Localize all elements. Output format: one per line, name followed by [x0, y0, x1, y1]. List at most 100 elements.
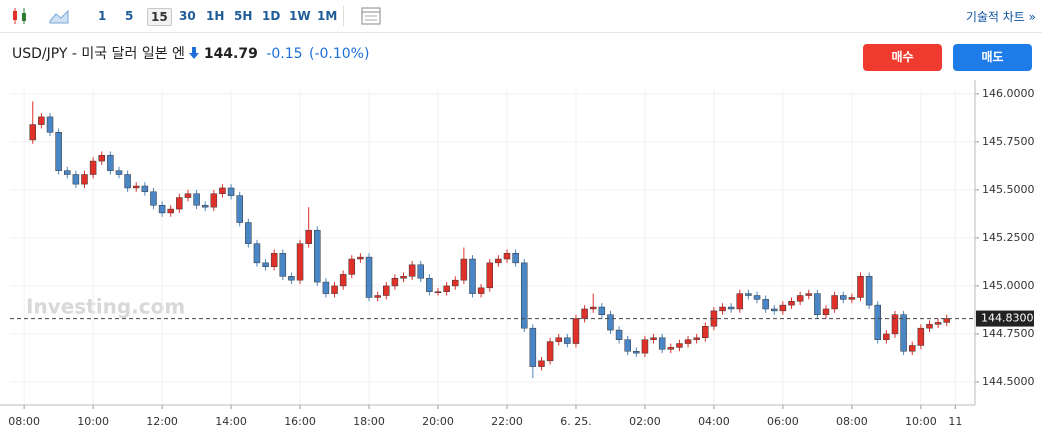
- candle-body: [900, 314, 907, 352]
- candle-body: [288, 276, 295, 281]
- candle-body: [141, 185, 149, 193]
- candle-body: [270, 253, 278, 267]
- candle-body: [641, 339, 649, 354]
- candle-body: [598, 306, 606, 315]
- candle-body: [572, 318, 580, 344]
- candle-body: [46, 116, 54, 133]
- candle-body: [546, 341, 554, 362]
- candle-body: [124, 174, 131, 189]
- candle-body: [495, 258, 502, 264]
- y-tick-label: 144.7500: [982, 327, 1035, 340]
- candle-body: [934, 322, 942, 325]
- change-pct: (-0.10%): [309, 46, 370, 62]
- interval-button[interactable]: 1W: [289, 9, 311, 23]
- buy-button[interactable]: 매수: [863, 44, 942, 71]
- candle-body: [865, 276, 873, 306]
- interval-button[interactable]: 5H: [234, 9, 253, 23]
- candle-body: [477, 287, 485, 294]
- separator: [343, 6, 344, 26]
- candle-body: [469, 258, 476, 294]
- candle-body: [55, 132, 62, 171]
- candle-body: [624, 339, 631, 352]
- candle-body: [331, 285, 338, 294]
- candle-body: [727, 306, 735, 310]
- candle-body: [503, 253, 511, 260]
- candle-body: [365, 256, 373, 298]
- candle-body: [210, 193, 218, 208]
- x-tick-label: 22:00: [491, 415, 523, 428]
- candle-body: [374, 295, 381, 298]
- candle-body: [615, 329, 623, 340]
- sell-button[interactable]: 매도: [953, 44, 1032, 71]
- settings-icon[interactable]: [361, 7, 381, 25]
- y-tick-label: 145.2500: [982, 231, 1035, 244]
- candle-body: [736, 293, 744, 310]
- area-icon[interactable]: [48, 6, 70, 26]
- candle-body: [745, 293, 752, 296]
- change: -0.15: [266, 46, 303, 62]
- candle-body: [840, 295, 847, 300]
- candle-body: [693, 337, 700, 340]
- candle-body: [227, 187, 235, 196]
- candle-body: [607, 314, 614, 331]
- y-tick-label: 145.7500: [982, 135, 1035, 148]
- candle-body: [98, 155, 105, 162]
- candle-body: [262, 262, 269, 267]
- candle-body: [857, 276, 864, 298]
- interval-button[interactable]: 1H: [206, 9, 225, 23]
- candle-body: [348, 258, 356, 275]
- candle-body: [831, 295, 838, 310]
- price: 144.79: [203, 46, 258, 62]
- candle-body: [38, 116, 45, 125]
- candle-body: [564, 337, 571, 344]
- candle-body: [81, 174, 88, 185]
- candle-body: [788, 301, 795, 306]
- candle-body: [512, 253, 519, 264]
- candle-body: [908, 345, 916, 352]
- tech-chart-link[interactable]: 기술적 차트 »: [965, 10, 1036, 24]
- last-price-label: 144.8300: [981, 312, 1034, 325]
- candle-body: [305, 229, 312, 244]
- candle-body: [236, 195, 243, 223]
- x-tick-label: 04:00: [698, 415, 730, 428]
- candle-body: [555, 337, 562, 342]
- candle-body: [684, 339, 692, 344]
- candle-body: [589, 306, 597, 310]
- watermark: Investing.com: [26, 295, 185, 319]
- candle-body: [702, 326, 709, 339]
- interval-button[interactable]: 15: [147, 8, 172, 26]
- candle-body: [633, 350, 640, 354]
- candle-body: [891, 314, 899, 335]
- candle-body: [796, 295, 804, 302]
- interval-button[interactable]: 5: [125, 9, 134, 23]
- candle-body: [314, 229, 321, 283]
- candle-body: [917, 327, 925, 346]
- interval-button[interactable]: 30: [179, 9, 196, 23]
- interval-button[interactable]: 1D: [262, 9, 281, 23]
- y-tick-label: 146.0000: [982, 87, 1035, 100]
- x-tick-label: 10:00: [77, 415, 109, 428]
- y-tick-label: 145.0000: [982, 279, 1035, 292]
- candle-body: [667, 347, 675, 350]
- candle-body: [107, 155, 114, 171]
- candle-body: [676, 343, 683, 348]
- candle-body: [460, 258, 468, 281]
- candle-body: [883, 333, 890, 340]
- candle-icon[interactable]: [10, 6, 30, 26]
- candle-body: [771, 308, 778, 312]
- candle-body: [64, 170, 71, 175]
- interval-button[interactable]: 1: [98, 9, 107, 23]
- x-tick-label: 10:00: [905, 415, 937, 428]
- candle-body: [115, 170, 123, 175]
- candle-body: [176, 197, 183, 210]
- x-tick-label: 11: [948, 415, 962, 428]
- candle-body: [400, 276, 407, 279]
- candle-body: [72, 174, 80, 185]
- candle-body: [822, 308, 830, 315]
- interval-button[interactable]: 1M: [317, 9, 338, 23]
- x-tick-label: 20:00: [422, 415, 454, 428]
- candle-body: [529, 327, 537, 367]
- candle-body: [805, 293, 813, 296]
- candle-body: [150, 191, 157, 206]
